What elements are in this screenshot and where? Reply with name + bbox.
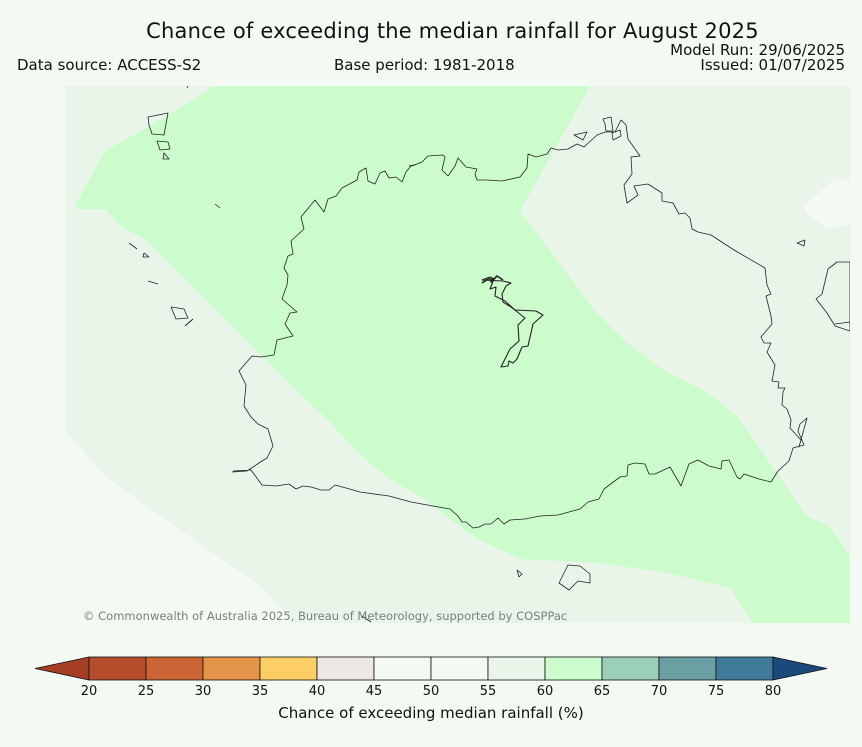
model-run-label: Model Run: 29/06/2025 (670, 41, 845, 59)
colorbar-swatches (34, 656, 828, 681)
colorbar-tick-label: 55 (480, 684, 497, 699)
colorbar-label: Chance of exceeding median rainfall (%) (278, 704, 584, 722)
island-west-dash-3 (142, 252, 150, 258)
colorbar-swatch (259, 656, 318, 681)
island-north-west-1 (147, 112, 169, 136)
colorbar-swatch (373, 656, 432, 681)
colorbar-tick-label: 80 (765, 684, 782, 699)
colorbar-swatch (88, 656, 147, 681)
copyright-notice: © Commonwealth of Australia 2025, Bureau… (83, 609, 568, 623)
colorbar-swatch (487, 656, 546, 681)
colorbar-extension-low (34, 656, 90, 681)
colorbar-extension-high (772, 656, 828, 681)
colorbar-tick-label: 30 (195, 684, 212, 699)
colorbar-tick-labels: 20 25 30 35 40 45 50 55 60 65 70 75 80 (81, 684, 782, 699)
island-east-3 (611, 129, 622, 141)
island-east-1 (573, 131, 588, 141)
island-west-dash-6 (184, 318, 194, 327)
base-period-label: Base period: 1981-2018 (334, 56, 515, 74)
colorbar-swatch (601, 656, 660, 681)
island-east-2 (602, 116, 614, 132)
colorbar-tick-label: 60 (537, 684, 554, 699)
colorbar-swatch (430, 656, 489, 681)
central-river-island (481, 276, 544, 368)
issued-date-label: Issued: 01/07/2025 (700, 56, 845, 74)
island-west-dash-1 (214, 203, 221, 209)
island-top-dot (186, 86, 189, 89)
colorbar-tick-label: 40 (309, 684, 326, 699)
island-north-west-2 (156, 140, 171, 151)
island-east-4 (796, 239, 806, 247)
data-source-label: Data source: ACCESS-S2 (17, 56, 202, 74)
colorbar-swatch (715, 656, 774, 681)
colorbar-tick-label: 65 (594, 684, 611, 699)
island-south-west-dash (361, 615, 372, 623)
map-band-60-65 (75, 86, 850, 623)
island-west-dash-4 (147, 280, 159, 285)
colorbar-swatch (202, 656, 261, 681)
colorbar-tick-label: 70 (651, 684, 668, 699)
rainfall-map (65, 86, 850, 623)
colorbar-tick-label: 20 (81, 684, 98, 699)
colorbar: 20 25 30 35 40 45 50 55 60 65 70 75 80 (34, 656, 828, 699)
mainland-coastline (231, 119, 808, 529)
island-south-1 (516, 569, 523, 578)
map-band-50-55-southwest (65, 431, 295, 623)
island-north-west-3 (162, 152, 170, 160)
central-river-tip (481, 275, 504, 284)
colorbar-tick-label: 45 (366, 684, 383, 699)
island-west-dash-2 (128, 242, 138, 250)
colorbar-swatch (316, 656, 375, 681)
island-far-east (815, 261, 850, 332)
map-band-50-55-northeast (805, 178, 850, 229)
colorbar-tick-label: 50 (423, 684, 440, 699)
colorbar-swatch (544, 656, 603, 681)
island-far-east-2 (834, 321, 850, 325)
colorbar-swatch (658, 656, 717, 681)
island-north-dash (408, 164, 416, 167)
island-west-5 (170, 306, 189, 320)
colorbar-tick-label: 75 (708, 684, 725, 699)
colorbar-tick-label: 35 (252, 684, 269, 699)
colorbar-swatch (145, 656, 204, 681)
island-south-2 (558, 564, 591, 591)
colorbar-tick-label: 25 (138, 684, 155, 699)
map-title: Chance of exceeding the median rainfall … (146, 19, 759, 43)
